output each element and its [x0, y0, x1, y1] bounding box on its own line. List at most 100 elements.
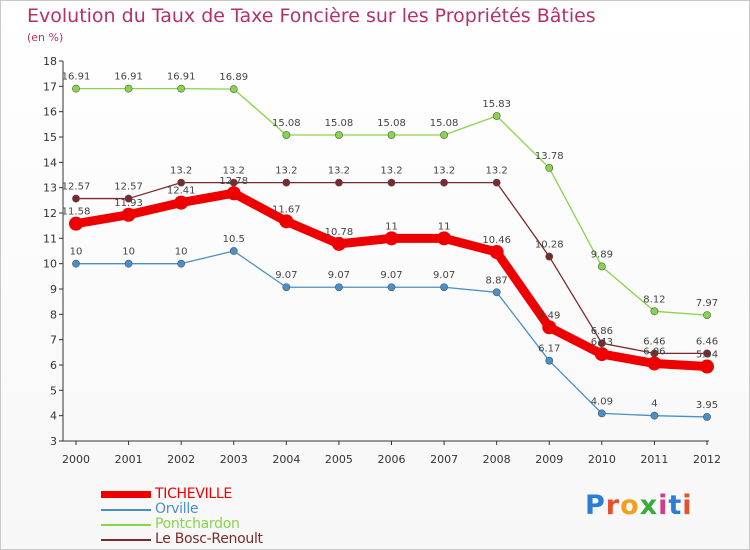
x-tick-label: 2012: [693, 453, 721, 466]
data-label: 11: [385, 221, 398, 232]
data-label: 13.2: [328, 166, 350, 177]
x-tick-label: 2002: [167, 453, 195, 466]
logo-letter: i: [682, 490, 693, 521]
logo-letter: r: [605, 490, 621, 521]
x-tick-label: 2000: [62, 453, 90, 466]
data-point: [335, 131, 343, 139]
chart-subtitle: (en %): [27, 31, 64, 44]
data-label: 9.89: [591, 249, 613, 260]
data-label: 13.2: [275, 166, 297, 177]
data-label: 16.91: [167, 72, 196, 83]
data-label: 13.2: [380, 166, 402, 177]
legend-swatch: [101, 509, 151, 511]
data-point: [542, 320, 557, 335]
data-label: 13.2: [223, 166, 245, 177]
data-label: 9.07: [275, 270, 297, 281]
data-label: 6.46: [696, 336, 718, 347]
data-label: 15.08: [325, 118, 354, 129]
y-tick-label: 14: [43, 156, 57, 169]
y-tick-label: 11: [43, 232, 57, 245]
data-label: 16.89: [219, 72, 248, 83]
data-label: 13.78: [535, 151, 564, 162]
data-point: [177, 259, 186, 268]
legend-swatch: [101, 491, 151, 498]
y-tick-label: 10: [43, 258, 57, 271]
series-lines: [69, 84, 714, 421]
data-label: 10: [70, 247, 83, 258]
y-tick-label: 8: [50, 308, 57, 321]
data-label: 15.08: [430, 118, 459, 129]
data-label: 13.2: [170, 166, 192, 177]
y-tick-label: 5: [50, 384, 57, 397]
data-point: [647, 356, 662, 371]
data-label: 4: [651, 399, 657, 410]
data-label: 12.57: [62, 182, 91, 193]
data-label: 16.91: [114, 72, 143, 83]
data-label: 15.08: [377, 118, 406, 129]
data-point: [69, 216, 83, 231]
y-tick-label: 7: [50, 334, 57, 347]
data-point: [597, 339, 606, 348]
x-tick-label: 2007: [430, 453, 458, 466]
data-label: 5.94: [696, 350, 718, 361]
data-point: [226, 186, 241, 201]
data-label: 10: [175, 247, 188, 258]
chart-title: Evolution du Taux de Taxe Foncière sur l…: [27, 5, 596, 27]
data-label: 9.07: [380, 270, 402, 281]
data-point: [177, 84, 186, 93]
data-label: 7.49: [538, 310, 560, 321]
data-point: [545, 164, 554, 172]
y-tick-label: 12: [43, 207, 57, 220]
data-label: 3.95: [696, 400, 718, 411]
axes: 3 4 5 6 7 8 9 10 11 12 13 14 15 16 17 18 2000 2001 2002 200…: [43, 55, 721, 466]
data-point: [545, 252, 554, 261]
data-label: 12.57: [114, 182, 143, 193]
data-point: [700, 359, 714, 374]
data-label: 10: [122, 247, 135, 258]
legend-label: Orville: [155, 501, 199, 517]
data-label: 10.28: [535, 240, 564, 251]
legend-swatch: [101, 539, 151, 541]
y-tick-label: 16: [43, 106, 57, 119]
data-point: [597, 409, 606, 418]
data-point: [650, 307, 659, 316]
data-point: [282, 283, 291, 292]
legend-swatch: [101, 524, 151, 526]
data-point: [703, 311, 711, 319]
data-label: 10.78: [325, 227, 354, 238]
data-label: 6.17: [538, 344, 560, 355]
data-point: [229, 247, 238, 255]
data-label: 11.67: [272, 204, 301, 215]
x-tick-label: 2006: [378, 453, 406, 466]
x-tick-label: 2001: [115, 453, 143, 466]
data-point: [492, 178, 501, 187]
data-point: [279, 214, 294, 229]
data-point: [492, 288, 501, 297]
data-point: [545, 356, 554, 365]
y-tick-label: 18: [43, 55, 57, 68]
data-point: [72, 194, 80, 203]
y-tick-label: 17: [43, 80, 57, 93]
data-point: [440, 178, 448, 187]
x-tick-label: 2004: [272, 453, 300, 466]
data-label: 13.2: [433, 166, 455, 177]
data-point: [597, 262, 606, 271]
data-label: 4.09: [591, 396, 613, 407]
data-point: [121, 207, 136, 222]
data-point: [489, 245, 504, 260]
data-label: 10.46: [482, 235, 511, 246]
x-tick-label: 2010: [588, 453, 616, 466]
legend-label: TICHEVILLE: [155, 486, 232, 502]
data-point: [387, 283, 396, 292]
data-point: [124, 194, 133, 203]
data-point: [229, 85, 238, 94]
data-point: [492, 112, 501, 120]
x-tick-label: 2005: [325, 453, 353, 466]
data-point: [229, 178, 238, 187]
data-label: 15.08: [272, 118, 301, 129]
y-tick-label: 9: [50, 283, 57, 296]
data-label: 10.5: [223, 234, 245, 245]
x-tick-label: 2003: [220, 453, 248, 466]
data-point: [72, 259, 80, 268]
